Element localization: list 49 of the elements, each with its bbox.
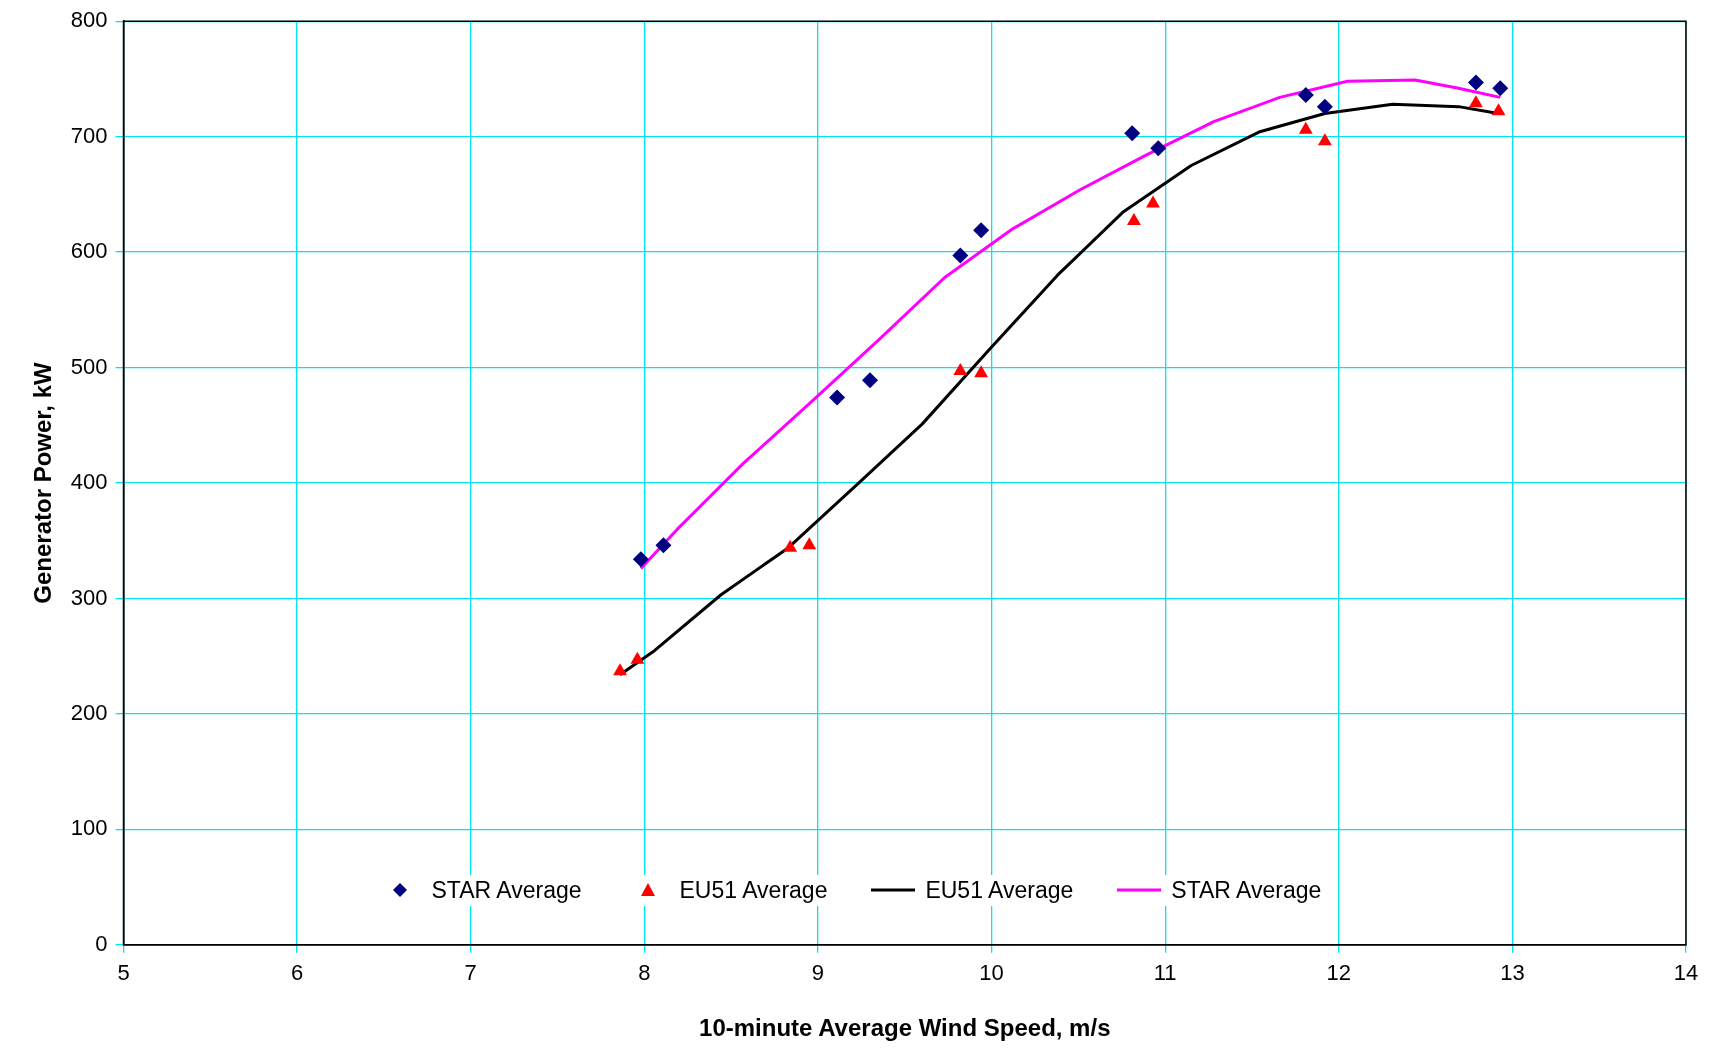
legend-label: STAR Average [431,876,582,904]
y-tick-label: 400 [70,469,108,495]
y-tick-label: 200 [70,699,108,725]
x-tick-label: 11 [1153,960,1177,986]
y-tick-label: 0 [95,930,108,956]
point [632,551,649,568]
y-tick-label: 500 [70,353,108,379]
point [1316,98,1333,115]
point [1150,140,1167,157]
legend-label: STAR Average [1171,876,1322,904]
x-tick-label: 12 [1326,960,1352,986]
point [1146,195,1160,208]
point [973,222,990,239]
point [630,651,645,664]
legend-label: EU51 Average [679,876,828,904]
x-axis-title: 10-minute Average Wind Speed, m/s [699,1014,1111,1042]
point [1297,87,1314,104]
point [862,372,879,389]
y-tick-label: 300 [70,584,108,610]
x-tick-label: 6 [290,960,304,986]
point [1298,121,1313,134]
point [974,365,989,378]
point [829,389,846,406]
point [952,247,969,264]
point [1469,95,1483,108]
point [802,537,817,550]
point [655,537,672,554]
point [783,539,798,552]
y-tick-label: 600 [70,238,108,264]
point [1126,212,1141,225]
x-tick-label: 5 [117,960,130,986]
x-tick-label: 14 [1673,960,1699,986]
x-tick-label: 7 [464,960,477,986]
point [1317,133,1332,146]
x-tick-label: 13 [1500,960,1525,986]
point [1492,80,1509,97]
x-tick-label: 10 [979,960,1004,986]
y-tick-label: 100 [70,815,108,841]
point [1124,125,1141,142]
point [1491,103,1506,116]
x-tick-label: 9 [811,960,825,986]
y-axis-title: Generator Power, kW [29,361,57,604]
point [613,663,627,676]
point [1467,74,1484,91]
point [953,363,968,376]
legend-label: EU51 Average [925,876,1074,904]
y-tick-label: 800 [70,7,108,33]
y-tick-label: 700 [70,122,108,148]
x-tick-label: 8 [638,960,651,986]
